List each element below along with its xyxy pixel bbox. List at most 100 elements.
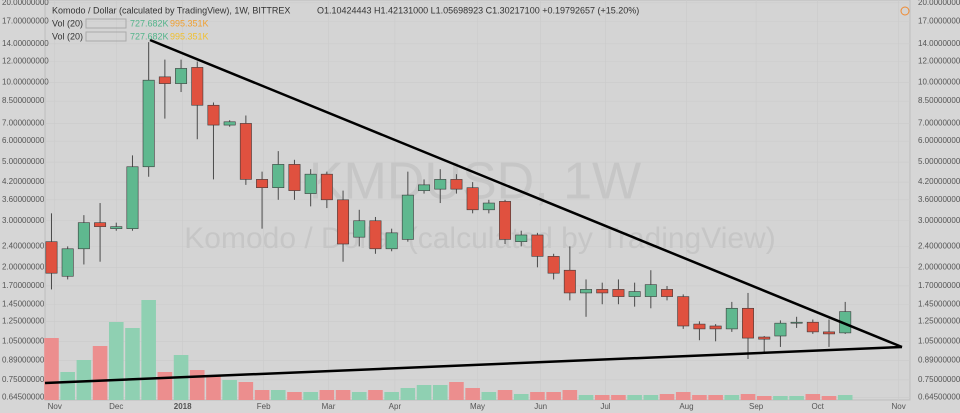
candle-body xyxy=(434,179,447,190)
volume-bar xyxy=(44,338,59,400)
volume-bar xyxy=(125,328,140,400)
candle-body xyxy=(239,123,252,180)
y-tick-label-right: 5.00000000 xyxy=(918,157,960,166)
y-tick-label: 7.00000000 xyxy=(2,119,45,128)
y-tick-label: 12.00000000 xyxy=(2,57,49,66)
candle-body xyxy=(774,322,787,337)
candle-body xyxy=(823,331,835,335)
trend-line-upper xyxy=(149,38,903,349)
y-tick-label: 6.00000000 xyxy=(2,136,45,145)
y-tick-label-right: 2.40000000 xyxy=(918,241,960,250)
volume-bar xyxy=(821,396,837,400)
y-tick-label: 17.00000000 xyxy=(2,17,49,26)
candle-body xyxy=(661,289,673,297)
y-tick-label-right: 17.00000000 xyxy=(918,17,960,26)
candle-body xyxy=(725,307,738,330)
volume-layer xyxy=(44,300,853,400)
volume-bar xyxy=(659,394,675,400)
volume-bar xyxy=(497,390,513,400)
candle-body xyxy=(450,179,463,190)
candle-body xyxy=(256,179,269,188)
y-tick-label-right: 1.05000000 xyxy=(918,336,960,345)
volume-bar xyxy=(368,390,383,400)
candle-body xyxy=(806,321,819,333)
candle-body xyxy=(466,187,479,211)
volume-bar xyxy=(108,322,124,400)
candle-body xyxy=(418,184,431,191)
volume-bar xyxy=(189,370,205,400)
volume-bar xyxy=(303,392,318,400)
indicator-ma: 995.351K xyxy=(170,31,209,41)
candle-body xyxy=(304,173,317,194)
volume-bar xyxy=(222,380,237,400)
y-tick-label-right: 0.64500000 xyxy=(918,392,960,401)
candle-body xyxy=(94,222,107,227)
y-tick-label-right: 12.00000000 xyxy=(918,57,960,66)
volume-bar xyxy=(756,396,772,400)
volume-bar xyxy=(578,395,594,400)
y-tick-label: 10.00000000 xyxy=(2,78,49,87)
volume-bar xyxy=(270,390,286,400)
volume-bar xyxy=(449,382,464,400)
candle-body xyxy=(77,222,90,250)
x-tick-label: May xyxy=(470,402,485,411)
candle-body xyxy=(547,256,560,274)
volume-bar xyxy=(837,395,853,400)
candle-body xyxy=(288,164,301,191)
indicator-ma: 995.351K xyxy=(170,18,209,28)
indicator-buttons[interactable] xyxy=(85,31,127,42)
volume-bar xyxy=(562,390,578,400)
candle-body xyxy=(742,307,754,339)
volume-bar xyxy=(675,392,691,400)
x-tick-label: Nov xyxy=(892,402,906,411)
volume-bar xyxy=(789,396,804,400)
y-tick-label: 0.75000000 xyxy=(2,375,45,384)
volume-bar xyxy=(611,395,626,400)
candle-body xyxy=(693,323,706,330)
candle-body xyxy=(353,220,366,238)
candle-body xyxy=(223,121,236,126)
candle-body xyxy=(385,232,398,250)
y-tick-label: 14.00000000 xyxy=(2,39,49,48)
y-tick-label-right: 3.60000000 xyxy=(918,195,960,204)
volume-bar xyxy=(254,390,270,400)
trend-line-lower xyxy=(44,345,903,385)
candle-body xyxy=(126,166,139,229)
candle-body xyxy=(110,226,123,229)
y-tick-label-right: 0.89000000 xyxy=(918,355,960,364)
volume-bar xyxy=(740,394,756,400)
y-tick-label-right: 4.20000000 xyxy=(918,177,960,186)
volume-bar xyxy=(594,395,610,400)
chart-title: Komodo / Dollar (calculated by TradingVi… xyxy=(52,5,290,15)
y-tick-label: 0.89000000 xyxy=(2,355,45,364)
candle-body xyxy=(758,336,771,340)
indicator-name: Vol (20) xyxy=(52,31,83,41)
y-tick-label: 3.60000000 xyxy=(2,195,45,204)
volume-bar xyxy=(805,394,821,400)
candle-body xyxy=(45,241,58,274)
y-tick-label-right: 1.70000000 xyxy=(918,281,960,290)
volume-bar xyxy=(432,385,448,400)
y-tick-label-right: 7.00000000 xyxy=(918,119,960,128)
candle-body xyxy=(158,76,171,84)
volume-bar xyxy=(416,385,432,400)
indicator-name: Vol (20) xyxy=(52,18,83,28)
y-tick-label: 1.45000000 xyxy=(2,299,45,308)
candle-body xyxy=(628,291,641,297)
x-tick-label: Apr xyxy=(389,402,402,411)
candle-body xyxy=(61,248,74,277)
volume-bar xyxy=(60,372,75,400)
candle-body xyxy=(207,104,220,126)
x-tick-label: Oct xyxy=(811,402,824,411)
candle-body xyxy=(320,173,333,201)
candle-body xyxy=(175,68,188,84)
y-tick-label-right: 2.00000000 xyxy=(918,262,960,271)
x-tick-label: Mar xyxy=(322,402,336,411)
candle-body xyxy=(709,325,722,330)
candle-body xyxy=(790,321,803,324)
indicator-buttons[interactable] xyxy=(85,18,127,29)
alert-icon[interactable] xyxy=(900,6,910,16)
candle-body xyxy=(677,296,690,327)
y-tick-label: 2.40000000 xyxy=(2,241,45,250)
